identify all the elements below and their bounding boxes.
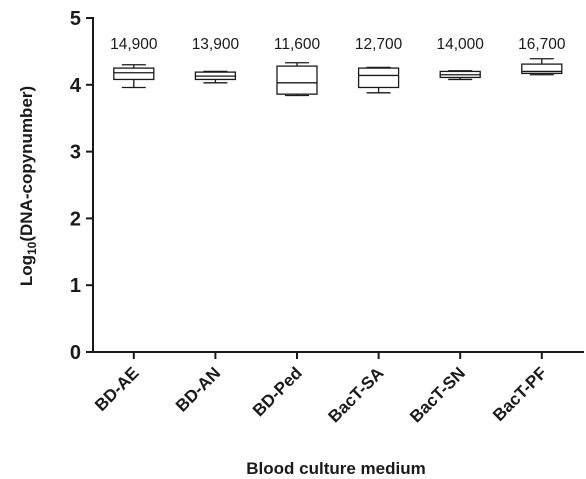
box-bact-sa — [357, 66, 400, 94]
y-tick-label: 2 — [70, 208, 81, 230]
x-category-label: BacT-SA — [325, 363, 388, 426]
x-axis-title: Blood culture medium — [246, 459, 425, 478]
data-label: 14,900 — [110, 36, 158, 53]
y-tick-label: 5 — [70, 8, 81, 30]
y-axis: 0 1 2 3 4 5 — [70, 8, 94, 364]
x-category-label: BacT-SN — [406, 363, 469, 426]
y-tick-label: 3 — [70, 142, 81, 164]
box-bd-ped — [276, 62, 318, 97]
data-label: 16,700 — [518, 36, 566, 53]
data-label: 12,700 — [355, 36, 403, 53]
box-bact-sn — [439, 70, 481, 81]
iqr-box — [521, 63, 563, 75]
box-bd-an — [194, 70, 237, 84]
box-bact-pf — [521, 58, 563, 76]
x-category-label: BacT-PF — [489, 363, 551, 425]
iqr-box — [113, 67, 155, 81]
box-bd-ae — [113, 64, 155, 89]
x-category-label: BD-Ped — [249, 363, 306, 420]
iqr-box — [357, 67, 400, 89]
data-label: 14,000 — [436, 36, 484, 53]
x-category-label: BD-AN — [172, 363, 224, 415]
value-labels: 14,900 13,900 11,600 12,700 14,000 16,700 — [110, 36, 566, 53]
x-category-label: BD-AE — [91, 363, 143, 415]
y-tick-label: 1 — [70, 275, 81, 297]
data-label: 13,900 — [192, 36, 240, 53]
x-axis: BD-AE BD-AN BD-Ped BacT-SA BacT-SN BacT-PF — [91, 351, 584, 426]
data-label: 11,600 — [274, 36, 321, 53]
y-axis-title: Log10(DNA-copynumber) — [17, 86, 39, 286]
box-series — [113, 58, 563, 97]
iqr-box — [276, 65, 318, 95]
y-tick-label: 0 — [70, 342, 81, 364]
y-tick-label: 4 — [70, 75, 82, 97]
